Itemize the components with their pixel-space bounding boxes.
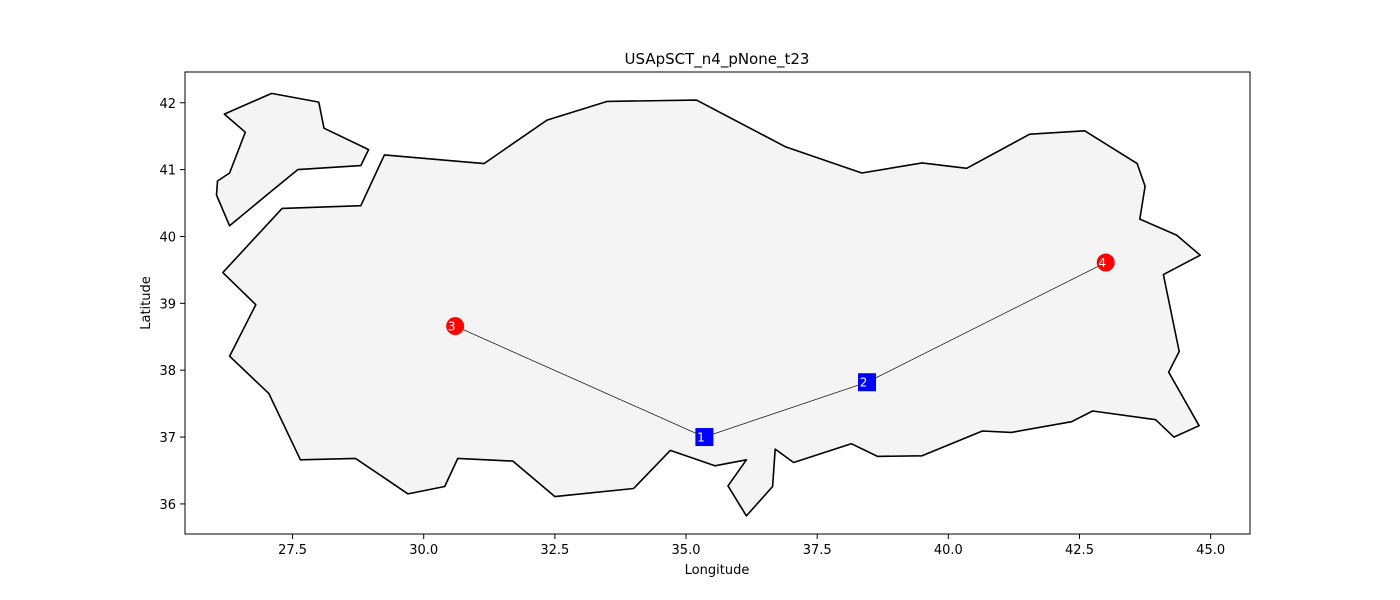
terminal-node-3 xyxy=(446,317,465,336)
edge-layer xyxy=(455,262,1106,438)
x-tick-label: 40.0 xyxy=(934,543,963,558)
steiner-node-1 xyxy=(695,428,714,447)
node-layer: 1 2 3 4 xyxy=(446,253,1115,447)
x-axis: 27.5 30.0 32.5 35.0 37.5 40.0 42.5 45.0 xyxy=(278,534,1225,558)
x-tick-label: 27.5 xyxy=(278,543,307,558)
node-label-2: 2 xyxy=(860,376,868,390)
x-tick-label: 35.0 xyxy=(672,543,701,558)
y-tick-label: 40 xyxy=(159,230,176,245)
y-tick-label: 36 xyxy=(159,498,176,513)
tree-edge-3-1 xyxy=(455,325,705,438)
x-tick-label: 45.0 xyxy=(1196,543,1225,558)
tree-edge-2-4 xyxy=(866,262,1106,383)
y-axis-label: Latitude xyxy=(139,276,154,330)
terminal-node-4 xyxy=(1096,253,1115,272)
y-tick-label: 42 xyxy=(159,97,176,112)
steiner-node-2 xyxy=(858,373,877,392)
map-outline-1 xyxy=(215,92,370,227)
map-outline-2 xyxy=(222,99,1201,517)
y-axis: 36 37 38 39 40 41 42 xyxy=(159,97,185,513)
node-label-4: 4 xyxy=(1098,256,1106,270)
x-tick-label: 30.0 xyxy=(409,543,438,558)
x-tick-label: 42.5 xyxy=(1065,543,1094,558)
map-layer xyxy=(215,92,1201,517)
y-tick-label: 41 xyxy=(159,164,176,179)
y-tick-label: 38 xyxy=(159,364,176,379)
chart-title: USApSCT_n4_pNone_t23 xyxy=(625,50,810,69)
node-label-3: 3 xyxy=(448,320,456,334)
tree-edge-1-2 xyxy=(704,381,868,438)
y-tick-label: 37 xyxy=(159,431,176,446)
node-label-1: 1 xyxy=(697,431,705,445)
x-axis-label: Longitude xyxy=(685,563,750,578)
x-tick-label: 37.5 xyxy=(803,543,832,558)
y-tick-label: 39 xyxy=(159,297,176,312)
x-tick-label: 32.5 xyxy=(540,543,569,558)
